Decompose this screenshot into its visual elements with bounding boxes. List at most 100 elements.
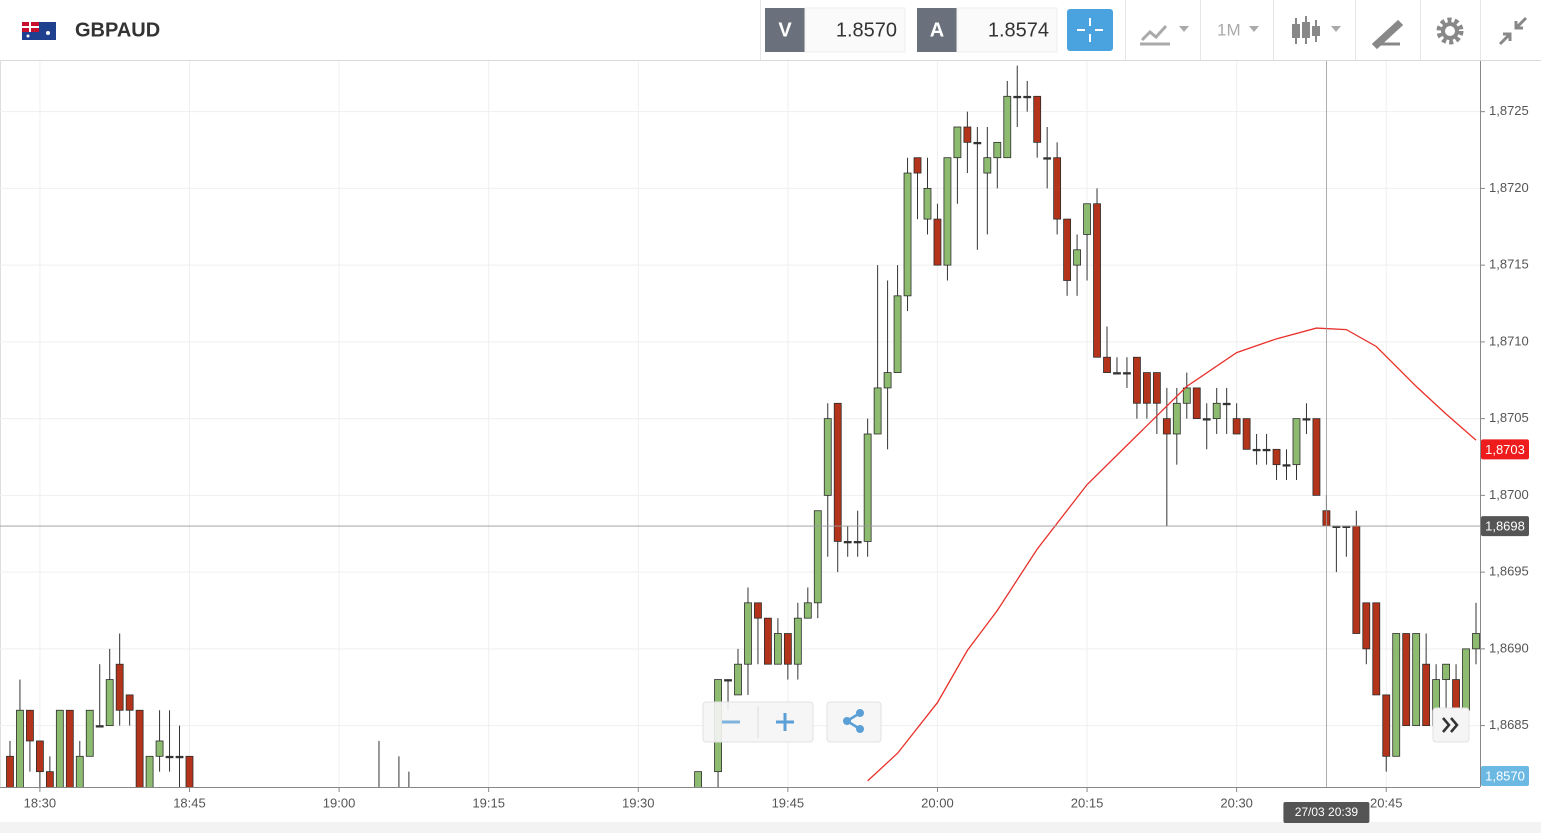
candle-body	[35, 740, 44, 773]
collapse-icon[interactable]	[1498, 16, 1528, 46]
candle-style-button[interactable]	[1292, 16, 1341, 44]
candle-body	[1113, 372, 1121, 375]
candle-body	[165, 755, 174, 759]
candle-body	[1053, 157, 1062, 220]
share-button[interactable]	[826, 701, 882, 743]
crosshair-button-bg[interactable]	[1067, 9, 1113, 51]
candle-body	[823, 418, 832, 496]
candle-body	[1282, 464, 1291, 467]
chevrons-icon[interactable]	[1442, 717, 1459, 733]
candle-body	[16, 709, 24, 787]
candle-body	[963, 126, 972, 143]
candle-body	[1222, 402, 1231, 406]
candle-body	[65, 709, 74, 787]
sell-label[interactable]: V	[778, 19, 792, 41]
candle-icon[interactable]	[1312, 26, 1320, 36]
candle-body	[734, 663, 742, 696]
candle-body	[115, 663, 124, 711]
dropdown-arrow[interactable]	[1179, 26, 1189, 32]
settings-button[interactable]	[1436, 17, 1464, 45]
scroll-right-button[interactable]	[1432, 707, 1470, 743]
buy-button[interactable]: A 1.8574	[917, 7, 1058, 53]
gear-icon[interactable]	[1436, 17, 1464, 45]
candle-body	[1242, 418, 1251, 450]
plot	[0, 61, 1480, 787]
moving-average	[867, 327, 1477, 782]
x-tick-label: 18:30	[24, 795, 57, 810]
candle-body	[1013, 95, 1022, 99]
y-tick-label: 1,8700	[1489, 487, 1529, 502]
y-tick-label: 1,8725	[1489, 103, 1529, 118]
candle-body	[55, 709, 64, 787]
collapse-button[interactable]	[1498, 16, 1528, 46]
candle-body	[724, 679, 732, 682]
gear-icon[interactable]	[1441, 22, 1459, 40]
price-marker: 1,8570	[1481, 766, 1529, 786]
candle-body	[145, 755, 154, 787]
sell-price-box[interactable]	[804, 7, 906, 53]
candle-body	[1412, 633, 1421, 727]
chart-type-icon[interactable]	[1140, 24, 1170, 46]
candle-body	[175, 755, 184, 759]
share-icon[interactable]	[856, 725, 864, 733]
separator	[1355, 0, 1356, 60]
buy-label[interactable]: A	[930, 19, 944, 41]
drawing-button[interactable]	[1371, 19, 1404, 50]
share-box[interactable]	[826, 701, 882, 743]
plus-icon[interactable]	[776, 713, 794, 731]
candle-body	[1192, 387, 1201, 420]
candle-body	[1232, 418, 1241, 435]
candle-body	[1162, 418, 1171, 435]
dropdown-arrow[interactable]	[1249, 26, 1259, 32]
candle-icon[interactable]	[1292, 24, 1300, 38]
y-tick-label: 1,8690	[1489, 640, 1529, 655]
chart-type-button[interactable]	[1140, 24, 1189, 46]
sell-price[interactable]: 1.8570	[836, 19, 897, 41]
drawing-icon[interactable]	[1371, 19, 1404, 50]
candle-body	[843, 541, 852, 544]
x-tick-label: 20:15	[1071, 795, 1104, 810]
candle-body	[1152, 372, 1161, 404]
y-tick-label: 1,8695	[1489, 564, 1529, 579]
candle-body	[764, 617, 772, 665]
crosshair-icon[interactable]	[1077, 18, 1103, 42]
candle-body	[1073, 249, 1081, 266]
separator	[1480, 0, 1481, 60]
candle-body	[1312, 418, 1321, 496]
candle-body	[913, 157, 922, 174]
timeframe-button[interactable]: 1M	[1217, 20, 1259, 39]
symbol: GBPAUD	[75, 19, 160, 41]
candle-body	[903, 172, 912, 297]
separator	[760, 0, 761, 60]
y-tick-label: 1,8715	[1489, 257, 1529, 272]
candle-body	[993, 141, 1002, 159]
candle-body	[45, 771, 54, 787]
separator	[1200, 0, 1201, 60]
buy-price-box[interactable]	[956, 7, 1058, 53]
candle-body	[1043, 157, 1052, 160]
candle-body	[26, 709, 34, 742]
y-tick-label: 1,8705	[1489, 410, 1529, 425]
axes: 1,8685 1,8690 1,8695 1,8700 1,8705 1,8710 1,87…	[24, 103, 1529, 823]
dropdown-arrow[interactable]	[1331, 26, 1341, 32]
timeframe[interactable]: 1M	[1217, 20, 1241, 39]
sell-button[interactable]: V 1.8570	[765, 7, 906, 53]
scroll-box[interactable]	[1432, 707, 1470, 743]
zoom-in-button[interactable]	[776, 713, 794, 731]
buy-price[interactable]: 1.8574	[988, 19, 1049, 41]
ma-label-box	[1481, 439, 1529, 460]
x-tick-label: 18:45	[173, 795, 206, 810]
share-icon[interactable]	[856, 709, 864, 717]
separator	[1420, 0, 1421, 60]
buy-label-box[interactable]	[917, 8, 957, 52]
candle-body	[1202, 418, 1211, 421]
candle-body	[1422, 663, 1431, 727]
crosshair-button[interactable]	[1067, 9, 1113, 51]
sell-label-box[interactable]	[765, 8, 805, 52]
crosshair-y-box	[1481, 516, 1529, 537]
candle-body	[1402, 633, 1411, 727]
share-icon[interactable]	[843, 717, 851, 725]
separator	[1125, 0, 1126, 60]
candle-body	[6, 755, 14, 787]
candle-icon[interactable]	[1302, 22, 1310, 38]
